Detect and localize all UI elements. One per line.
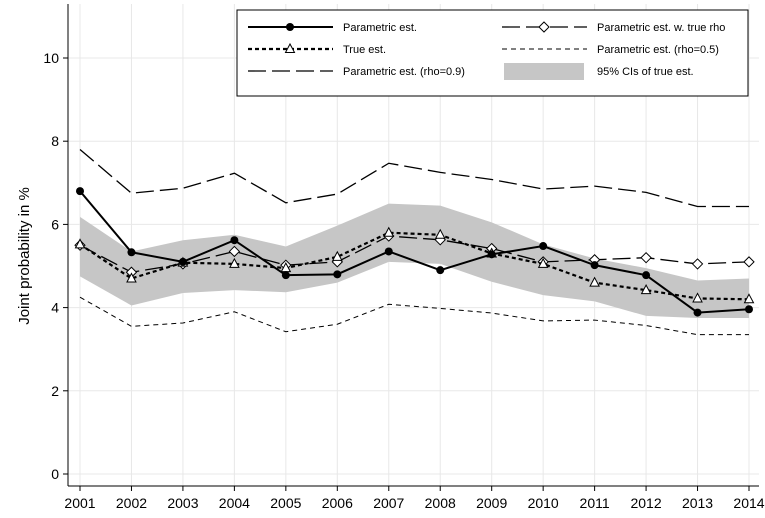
point-parametric-2011 <box>590 261 599 270</box>
point-true-2011 <box>589 276 600 287</box>
point-true-2008 <box>434 228 446 239</box>
point-true-2002 <box>126 272 137 283</box>
x-tick-label-2008: 2008 <box>425 495 456 511</box>
legend-label-truerho: Parametric est. w. true rho <box>597 22 725 34</box>
y-tick-label-8: 8 <box>51 133 59 149</box>
legend-item-rho09: Parametric est. (rho=0.9) <box>248 66 465 78</box>
point-parametric-2008 <box>436 266 445 275</box>
axes <box>63 4 759 491</box>
point-true-2014 <box>743 293 755 304</box>
point-parametric-2005 <box>281 271 290 280</box>
point-truerho-2014 <box>743 256 755 268</box>
point-parametric-2001 <box>76 187 84 196</box>
point-true-2010 <box>537 257 549 268</box>
point-parametric-2007 <box>384 247 393 256</box>
point-parametric-2014 <box>745 305 753 314</box>
x-tick-label-2007: 2007 <box>373 495 404 511</box>
series-line-truerho <box>79 235 750 273</box>
point-truerho-2013 <box>691 258 704 270</box>
x-tick-labels: 2001 2002 2003 2004 2005 2006 2007 2008 2009 2010… <box>64 495 764 511</box>
point-truerho-2012 <box>640 251 652 264</box>
legend-box <box>236 9 749 97</box>
legend-item-parametric: Parametric est. <box>248 22 417 34</box>
point-true-2004 <box>229 257 240 268</box>
legend-item-true: True est. <box>248 42 386 56</box>
x-tick-label-2006: 2006 <box>322 495 353 511</box>
x-tick-label-2001: 2001 <box>64 495 95 511</box>
series-line-true <box>79 231 750 301</box>
x-tick-label-2009: 2009 <box>476 495 507 511</box>
x-tick-label-2002: 2002 <box>116 495 147 511</box>
legend-item-truerho: Parametric est. w. true rho <box>502 21 725 34</box>
series-rho05 <box>79 296 749 336</box>
x-tick-label-2005: 2005 <box>270 495 301 511</box>
legend-marker-parametric <box>286 23 294 31</box>
legend-label-parametric: Parametric est. <box>343 22 417 34</box>
series-parametric <box>76 187 753 317</box>
x-tick-label-2012: 2012 <box>630 495 661 511</box>
x-tick-label-2004: 2004 <box>219 495 250 511</box>
y-axis-label: Joint probability in % <box>16 187 33 325</box>
x-tick-label-2014: 2014 <box>733 495 764 511</box>
legend-item-rho05: Parametric est. (rho=0.5) <box>502 44 719 56</box>
point-parametric-2012 <box>642 271 651 280</box>
y-tick-labels: 0 2 4 6 8 10 <box>43 50 59 482</box>
legend: Parametric est. Parametric est. w. true r… <box>236 9 749 97</box>
legend-label-true: True est. <box>343 44 386 56</box>
point-true-2013 <box>692 292 703 303</box>
series-line-parametric <box>79 190 750 314</box>
legend-label-rho05: Parametric est. (rho=0.5) <box>597 44 719 56</box>
point-true-2006 <box>331 250 343 261</box>
x-tick-label-2013: 2013 <box>682 495 713 511</box>
y-tick-label-10: 10 <box>43 50 59 66</box>
y-tick-label-6: 6 <box>51 216 59 232</box>
point-parametric-2006 <box>333 270 342 279</box>
series-layer <box>74 149 755 336</box>
legend-marker-true <box>284 42 296 53</box>
legend-label-band: 95% CIs of true est. <box>597 66 694 78</box>
x-tick-label-2011: 2011 <box>580 495 610 511</box>
point-true-2001 <box>74 238 86 249</box>
legend-label-rho09: Parametric est. (rho=0.9) <box>343 66 465 78</box>
point-parametric-2013 <box>693 308 702 317</box>
point-parametric-2009 <box>487 250 496 259</box>
legend-marker-truerho <box>538 21 550 33</box>
y-tick-label-4: 4 <box>51 300 59 316</box>
point-true-2007 <box>383 226 395 237</box>
series-line-rho05 <box>79 296 749 336</box>
point-parametric-2002 <box>127 248 136 257</box>
series-line-rho09 <box>79 149 749 208</box>
legend-swatch-band <box>504 63 584 80</box>
legend-item-band: 95% CIs of true est. <box>504 63 694 80</box>
series-rho09 <box>79 149 749 208</box>
point-true-2012 <box>640 284 652 295</box>
point-truerho-2004 <box>228 245 241 258</box>
y-tick-label-2: 2 <box>51 383 59 399</box>
point-parametric-2004 <box>230 236 239 245</box>
point-parametric-2010 <box>539 242 548 251</box>
y-tick-label-0: 0 <box>51 466 59 482</box>
point-parametric-2003 <box>178 257 187 266</box>
x-tick-label-2010: 2010 <box>528 495 559 511</box>
x-tick-label-2003: 2003 <box>167 495 198 511</box>
